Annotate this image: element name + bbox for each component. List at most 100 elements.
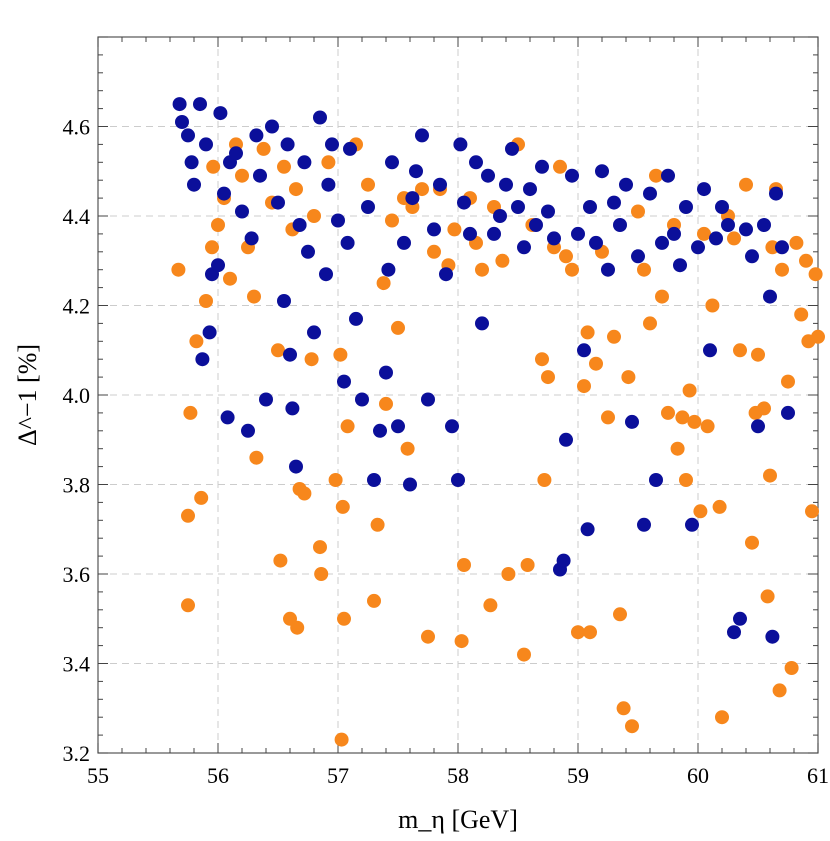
navy-point — [565, 168, 579, 183]
orange-point — [712, 499, 727, 514]
orange-point — [789, 235, 804, 250]
y-tick-label: 4.2 — [63, 294, 91, 319]
navy-point — [769, 186, 783, 201]
orange-point — [794, 307, 809, 322]
navy-point — [625, 414, 639, 429]
orange-point — [427, 244, 441, 259]
orange-point — [784, 661, 799, 675]
navy-point — [673, 258, 687, 273]
navy-point — [301, 244, 315, 259]
navy-point — [775, 240, 789, 255]
navy-point — [193, 97, 207, 112]
navy-point — [781, 405, 795, 420]
orange-point — [361, 177, 375, 192]
navy-point — [283, 347, 297, 362]
axis-ticks — [97, 36, 819, 754]
navy-point — [385, 155, 399, 170]
navy-point — [313, 110, 327, 125]
navy-point — [415, 128, 429, 143]
orange-point — [571, 625, 585, 640]
orange-point — [643, 316, 657, 331]
navy-point — [661, 168, 675, 183]
navy-point — [601, 262, 615, 277]
orange-point — [247, 289, 261, 304]
x-tick-label: 59 — [567, 763, 589, 788]
navy-point — [469, 155, 483, 170]
navy-point — [751, 419, 765, 434]
x-tick-label: 61 — [807, 763, 829, 788]
y-tick-label: 4.6 — [63, 115, 91, 140]
navy-point — [577, 343, 591, 358]
orange-point — [501, 567, 516, 581]
orange-point — [181, 508, 195, 523]
navy-point — [547, 231, 561, 246]
navy-point — [715, 200, 729, 214]
navy-point — [541, 204, 555, 219]
navy-point — [613, 218, 627, 232]
navy-point — [439, 267, 453, 282]
navy-point — [619, 177, 633, 192]
navy-point — [595, 164, 609, 179]
orange-point — [751, 347, 765, 362]
navy-point — [213, 106, 228, 121]
orange-point — [391, 320, 405, 335]
orange-point — [483, 598, 498, 613]
navy-point — [649, 473, 663, 487]
orange-point — [235, 168, 249, 183]
orange-point — [517, 647, 531, 662]
orange-point — [687, 414, 702, 429]
navy-point — [655, 235, 669, 250]
y-tick-label: 4.4 — [63, 204, 91, 229]
navy-point — [343, 141, 357, 156]
navy-point — [445, 419, 459, 434]
y-axis-label: Δ^−1 [%] — [13, 344, 42, 446]
orange-point — [304, 352, 319, 367]
orange-point — [189, 334, 204, 349]
orange-point — [211, 218, 225, 232]
orange-point — [760, 589, 775, 604]
navy-point — [229, 146, 243, 161]
navy-point — [331, 213, 345, 228]
orange-point — [811, 329, 825, 344]
orange-point — [607, 329, 621, 344]
y-tick-label: 3.2 — [63, 741, 91, 766]
navy-point — [391, 419, 405, 434]
navy-point — [739, 222, 753, 237]
orange-point — [421, 629, 435, 644]
navy-point — [187, 177, 201, 192]
navy-point — [337, 374, 351, 389]
orange-point — [520, 558, 535, 572]
x-tick-label: 57 — [327, 763, 349, 788]
navy-point — [517, 240, 531, 255]
navy-point — [433, 177, 447, 192]
orange-point — [256, 141, 271, 156]
orange-point — [805, 504, 819, 519]
y-tick-label: 3.4 — [63, 652, 91, 677]
data-points — [171, 97, 825, 747]
x-tick-label: 56 — [207, 763, 229, 788]
orange-point — [601, 410, 615, 425]
navy-point — [265, 119, 279, 134]
orange-point — [733, 343, 747, 358]
navy-point — [202, 325, 217, 340]
navy-point — [763, 289, 777, 304]
navy-point — [249, 128, 264, 143]
navy-point — [361, 200, 375, 214]
orange-point — [775, 262, 789, 277]
orange-point — [289, 182, 303, 197]
orange-point — [679, 473, 693, 487]
navy-point — [667, 226, 681, 241]
x-axis-label: m_η [GeV] — [398, 805, 518, 834]
orange-point — [757, 401, 771, 416]
navy-point — [235, 204, 249, 219]
navy-point — [355, 392, 369, 407]
orange-point — [697, 226, 711, 241]
navy-point — [709, 231, 723, 246]
y-axis-tick-labels: 3.2 3.4 3.6 3.8 4.0 4.2 4.4 4.6 — [63, 115, 91, 767]
orange-point — [183, 405, 198, 420]
orange-point — [223, 271, 237, 286]
navy-point — [475, 316, 489, 331]
orange-point — [400, 441, 415, 456]
orange-point — [763, 468, 777, 483]
orange-point — [171, 262, 186, 277]
